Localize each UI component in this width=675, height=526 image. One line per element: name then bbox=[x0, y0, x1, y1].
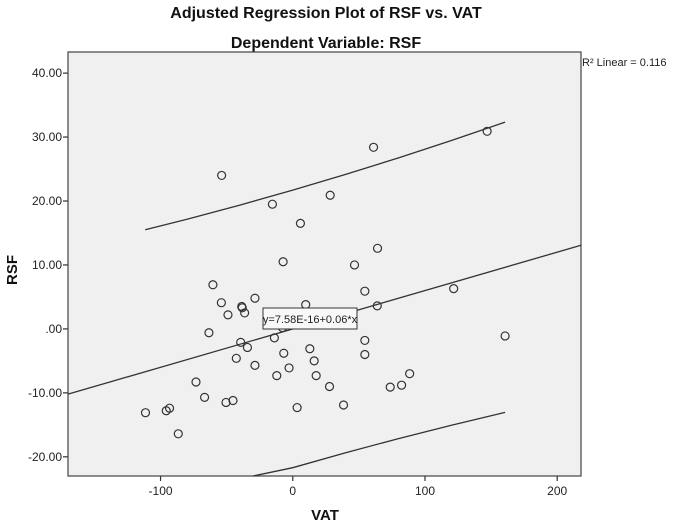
r-squared-label: R² Linear = 0.116 bbox=[582, 57, 667, 69]
data-point bbox=[324, 381, 335, 392]
upper-prediction-band bbox=[145, 121, 506, 231]
fit-equation-frame bbox=[262, 307, 358, 330]
data-point bbox=[208, 280, 218, 290]
data-point bbox=[292, 402, 302, 413]
data-point bbox=[360, 349, 370, 360]
data-point bbox=[284, 363, 294, 373]
data-point bbox=[237, 303, 247, 313]
data-point bbox=[216, 298, 226, 308]
fit-equation-label: y=7.58E-16+0.06*x bbox=[263, 314, 358, 326]
y-tick-label: 40.00 bbox=[32, 66, 62, 80]
data-point bbox=[236, 337, 246, 347]
data-point bbox=[242, 342, 253, 353]
data-point bbox=[140, 408, 151, 418]
data-point bbox=[250, 360, 260, 370]
data-point bbox=[240, 308, 250, 318]
data-point bbox=[500, 331, 510, 341]
data-point bbox=[295, 218, 306, 228]
fit-equation-box: y=7.58E-16+0.06*x bbox=[262, 307, 358, 330]
data-point bbox=[311, 370, 321, 381]
chart-title: Adjusted Regression Plot of RSF vs. VAT bbox=[170, 5, 482, 22]
data-point bbox=[385, 382, 395, 392]
chart-subtitle: Dependent Variable: RSF bbox=[231, 35, 421, 52]
y-tick-label: -10.00 bbox=[28, 386, 62, 400]
data-point bbox=[449, 284, 459, 294]
data-point bbox=[164, 403, 175, 413]
data-points bbox=[140, 126, 510, 439]
data-point bbox=[217, 170, 227, 181]
y-axis: 40.00 30.00 20.00 10.00 .00 -10.00 -20.00 bbox=[28, 66, 68, 464]
x-tick-label: -100 bbox=[149, 484, 173, 498]
plot-area bbox=[67, 51, 582, 477]
data-point bbox=[267, 199, 278, 209]
data-point bbox=[278, 257, 288, 267]
x-tick-label: 200 bbox=[547, 484, 567, 498]
y-tick-label: -20.00 bbox=[28, 450, 62, 464]
x-axis: -100 0 100 200 bbox=[149, 476, 568, 498]
data-point bbox=[269, 333, 279, 343]
data-point bbox=[228, 395, 238, 406]
data-point bbox=[250, 293, 260, 303]
y-tick-label: 10.00 bbox=[32, 258, 62, 272]
data-point bbox=[231, 353, 241, 363]
x-axis-label: VAT bbox=[311, 507, 339, 524]
data-point bbox=[482, 126, 492, 136]
data-point bbox=[199, 392, 210, 402]
data-point bbox=[325, 190, 335, 200]
data-point bbox=[360, 335, 370, 346]
data-point bbox=[372, 301, 382, 311]
data-point bbox=[279, 348, 289, 358]
lower-prediction-band bbox=[252, 411, 506, 477]
data-point bbox=[360, 286, 370, 296]
data-point bbox=[191, 377, 201, 387]
data-point bbox=[305, 344, 315, 354]
y-tick-label: 20.00 bbox=[32, 194, 62, 208]
y-tick-label: 30.00 bbox=[32, 130, 62, 144]
data-point bbox=[368, 142, 379, 152]
data-point bbox=[396, 380, 407, 390]
data-point bbox=[204, 328, 214, 338]
y-axis-label: RSF bbox=[4, 255, 21, 285]
data-point bbox=[223, 310, 233, 320]
data-point bbox=[173, 429, 183, 439]
data-point bbox=[272, 370, 282, 381]
data-point bbox=[338, 400, 349, 410]
data-point bbox=[309, 356, 319, 366]
x-tick-label: 0 bbox=[289, 484, 296, 498]
data-point bbox=[372, 243, 383, 253]
x-tick-label: 100 bbox=[415, 484, 435, 498]
data-point bbox=[349, 260, 360, 270]
data-point bbox=[405, 369, 415, 379]
y-tick-label: .00 bbox=[45, 322, 62, 336]
